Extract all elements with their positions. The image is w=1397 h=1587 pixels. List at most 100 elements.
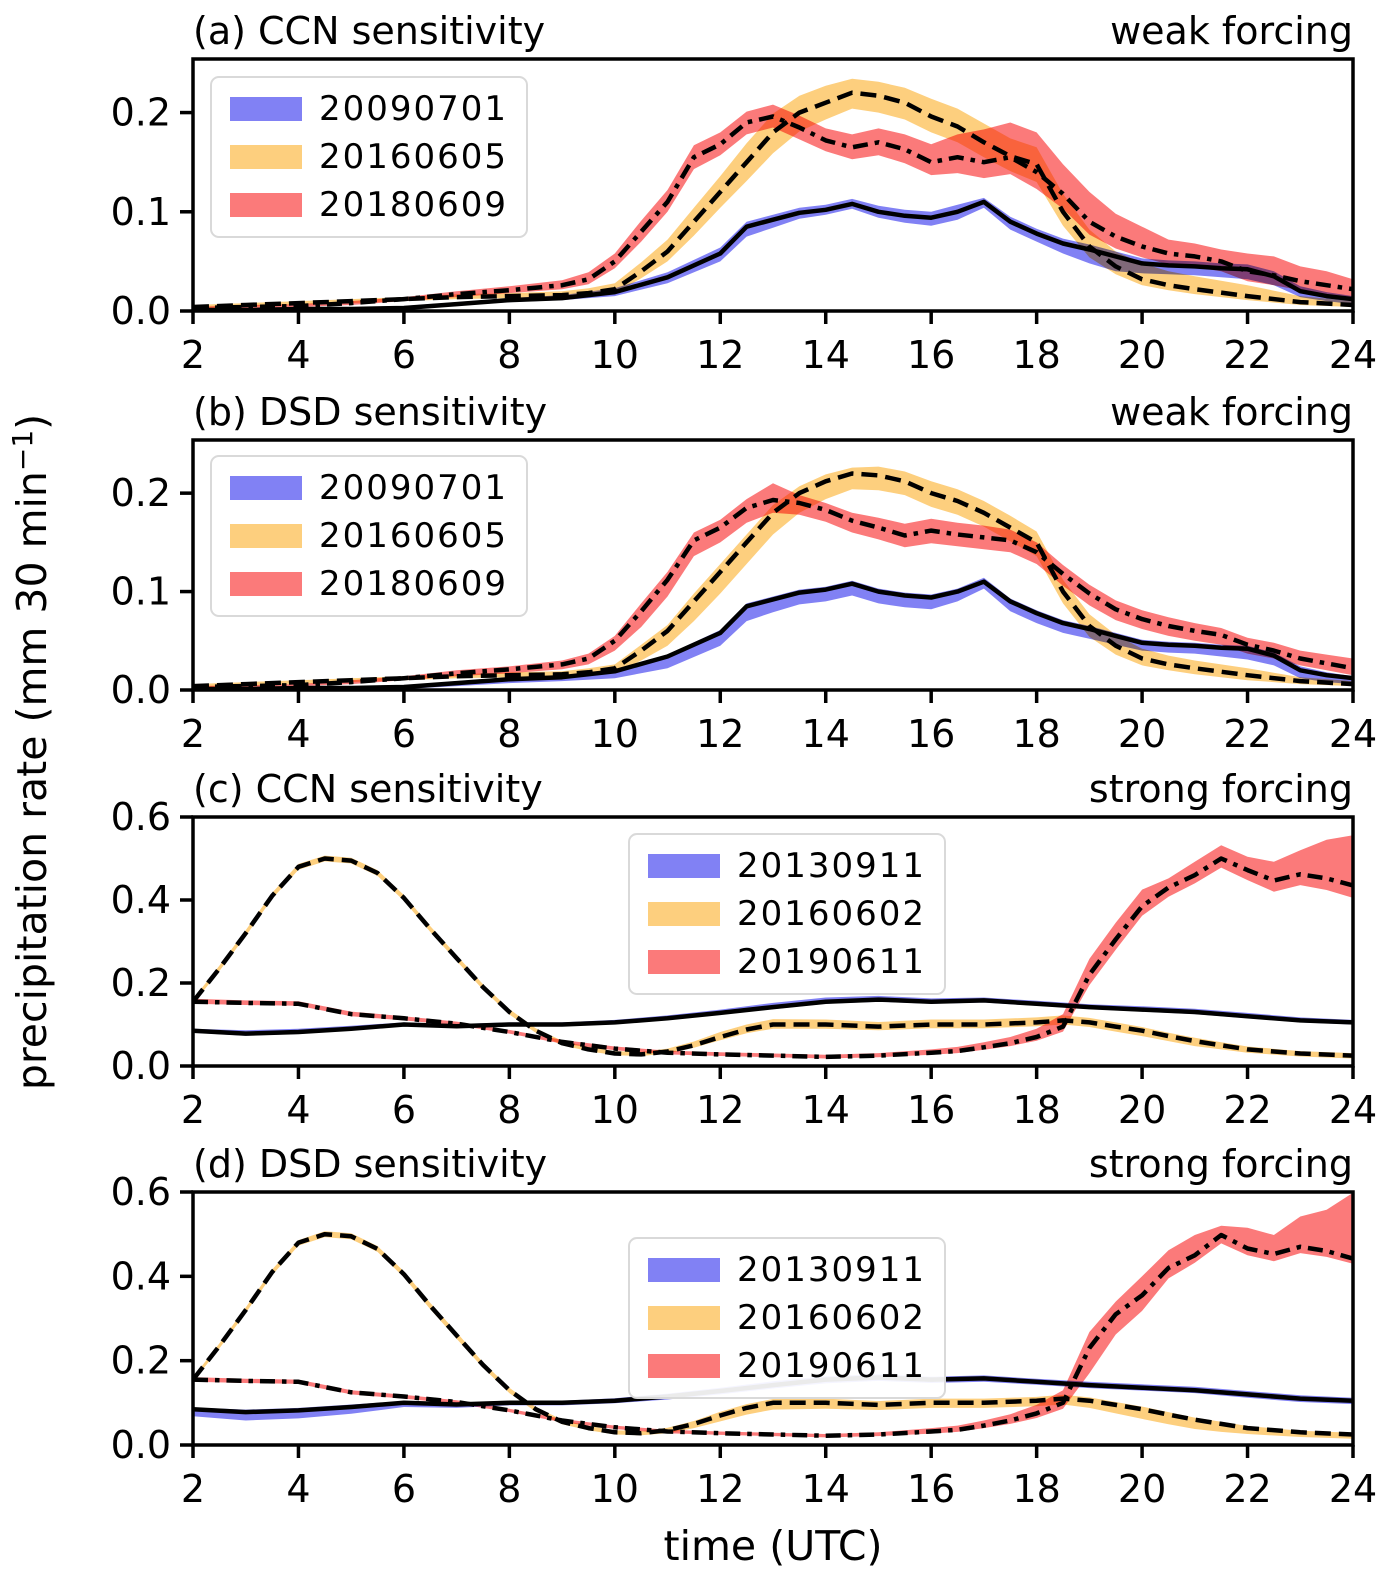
y-tick-label: 0.4 [111,1254,171,1298]
legend-item: 20160605 [230,516,508,556]
x-tick-label: 14 [802,712,850,756]
y-tick-label: 0.6 [111,795,171,839]
x-tick-label: 20 [1118,1467,1166,1511]
x-tick-label: 8 [497,712,521,756]
panel-b-plot: 2 4 6 8 10 12 14 16 18 20 22 240.00.10.2 [111,438,1377,756]
legend-item: 20160602 [648,894,927,934]
x-tick-label: 24 [1329,1467,1377,1511]
y-tick-label: 0.4 [111,878,171,922]
legend-label: 20160605 [319,137,509,177]
legend-label: 20180609 [319,564,509,604]
x-tick-label: 16 [907,712,955,756]
legend-panel-c: 20130911 20160602 20190611 [628,833,947,995]
x-tick-label: 22 [1223,1467,1271,1511]
band-20130911 [193,1374,1353,1421]
x-tick-label: 18 [1012,1467,1060,1511]
x-tick-label: 2 [181,1467,205,1511]
legend-label: 20090701 [319,89,509,129]
legend-item: 20190611 [648,1346,927,1386]
legend-label: 20180609 [319,185,509,225]
x-tick-label: 18 [1012,333,1060,377]
y-axis-label-close: ) [8,414,56,430]
x-tick-label: 18 [1012,1088,1060,1132]
legend-label: 20160602 [737,1298,927,1338]
legend-panel-d: 20130911 20160602 20190611 [628,1237,947,1399]
panel-a-title: (a) CCN sensitivity [193,9,545,53]
x-tick-label: 4 [286,333,310,377]
x-tick-label: 22 [1223,712,1271,756]
x-tick-label: 10 [591,712,639,756]
x-tick-label: 8 [497,333,521,377]
panel-c-frame [191,815,1355,1068]
legend-swatch-red [230,572,302,596]
x-tick-label: 12 [696,712,744,756]
y-axis-label-text: precipitation rate (mm 30 min [8,471,56,1090]
panel-d-forcing-label: strong forcing [1089,1142,1353,1186]
legend-item: 20090701 [230,468,508,508]
x-tick-label: 6 [392,1088,416,1132]
legend-swatch-orange [648,902,720,926]
line-solid-20130911 [193,997,1353,1036]
y-tick-label: 0.0 [111,668,171,712]
x-tick-label: 4 [286,1467,310,1511]
y-tick-label: 0.0 [111,289,171,333]
legend-item: 20130911 [648,1250,926,1290]
x-tick-label: 12 [696,1088,744,1132]
legend-item: 20160605 [230,137,509,177]
legend-label: 20190611 [737,1346,927,1386]
y-tick-label: 0.2 [111,961,171,1005]
panel-b-forcing-label: weak forcing [1110,390,1353,434]
y-tick-label: 0.2 [111,91,171,135]
legend-swatch-red [648,1354,720,1378]
legend-label: 20130911 [737,846,927,886]
panel-d-plot: 2 4 6 8 10 12 14 16 18 20 22 240.00.20.40.6 [111,1170,1378,1511]
y-tick-label: 0.0 [111,1044,171,1088]
x-tick-label: 20 [1118,333,1166,377]
x-tick-label: 16 [907,1088,955,1132]
y-axis-label-superscript: −1 [6,430,39,471]
x-tick-label: 10 [591,1467,639,1511]
legend-swatch-red [648,950,720,974]
x-tick-label: 14 [802,1467,850,1511]
x-tick-label: 8 [497,1467,521,1511]
x-tick-label: 24 [1329,333,1377,377]
band-20190611 [193,835,1353,1059]
x-tick-label: 20 [1118,1088,1166,1132]
y-tick-label: 0.1 [111,190,171,234]
panel-c-title: (c) CCN sensitivity [193,767,543,811]
panel-a-frame [191,57,1355,313]
x-tick-label: 6 [392,333,416,377]
y-tick-label: 0.2 [111,1339,171,1383]
legend-label: 20190611 [737,942,927,982]
panel-a-plot: 2 4 6 8 10 12 14 16 18 20 22 240.00.10.2 [111,57,1377,377]
y-tick-label: 0.6 [111,1170,171,1214]
legend-label: 20160602 [737,894,927,934]
legend-swatch-blue [648,1258,720,1282]
x-tick-label: 12 [696,1467,744,1511]
x-tick-label: 8 [497,1088,521,1132]
x-tick-label: 24 [1329,712,1377,756]
x-axis-label: time (UTC) [664,1522,883,1570]
line-dashdot-20190611 [193,1232,1353,1438]
legend-item: 20160602 [648,1298,927,1338]
legend-item: 20180609 [230,564,509,604]
x-tick-label: 14 [802,333,850,377]
line-dashed-20160605 [193,471,1353,689]
panel-c-forcing-label: strong forcing [1089,767,1353,811]
y-tick-label: 0.0 [111,1423,171,1467]
legend-swatch-blue [230,476,302,500]
legend-item: 20190611 [648,942,927,982]
line-dashdot-20180609 [193,114,1353,311]
legend-swatch-orange [230,524,302,548]
legend-panel-a: 20090701 20160605 20180609 [210,76,529,238]
x-tick-label: 2 [181,333,205,377]
x-tick-label: 16 [907,1467,955,1511]
line-dashdot-20190611 [193,856,1353,1060]
legend-item: 20090701 [230,89,509,129]
x-tick-label: 10 [591,1088,639,1132]
panel-b-frame [191,438,1355,692]
legend-swatch-orange [230,145,302,169]
panel-plots: 2 4 6 8 10 12 14 16 18 20 22 240.00.10.22 4 6 8 10 12 14 1… [111,57,1378,1511]
